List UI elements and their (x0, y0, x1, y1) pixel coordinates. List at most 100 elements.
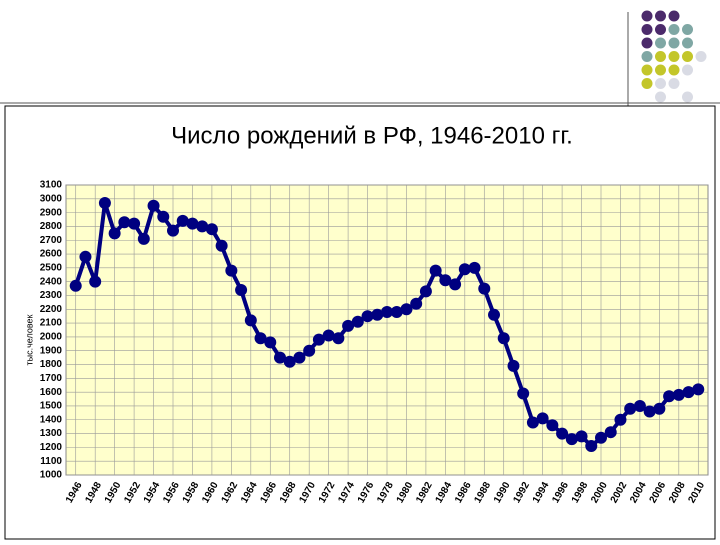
data-point (147, 199, 160, 212)
data-point (351, 315, 364, 328)
decor-dot (668, 10, 680, 22)
data-point (235, 283, 248, 296)
data-point (157, 210, 170, 223)
data-point (98, 196, 111, 209)
y-tick-label: 1800 (40, 359, 63, 370)
decoration (641, 10, 707, 103)
data-point (526, 416, 539, 429)
data-point (672, 388, 685, 401)
decor-dot (641, 78, 653, 89)
y-tick-label: 2100 (40, 318, 63, 329)
data-point (274, 351, 286, 364)
data-point (488, 308, 500, 321)
decor-dot (695, 51, 707, 62)
data-point (196, 220, 209, 233)
decor-dot (682, 51, 693, 62)
data-point (614, 413, 627, 426)
y-tick-label: 1500 (40, 401, 63, 412)
decor-dot (641, 24, 653, 35)
decor-dot (668, 24, 680, 35)
y-tick-label: 2300 (40, 290, 63, 301)
data-point (312, 333, 325, 346)
decor-dot (655, 37, 666, 49)
y-tick-label: 1700 (40, 373, 63, 384)
decor-dot (641, 37, 653, 49)
data-point (682, 386, 695, 399)
data-point (468, 261, 481, 274)
data-point (507, 359, 520, 372)
data-point (400, 303, 413, 316)
data-point (361, 310, 374, 323)
data-point (419, 285, 432, 298)
data-point (497, 332, 510, 345)
data-point (575, 430, 588, 443)
decor-dot (641, 51, 653, 62)
data-point (332, 332, 345, 345)
data-point (517, 387, 530, 400)
decor-dot (655, 64, 666, 76)
data-point (633, 399, 646, 412)
decor-dot (668, 78, 680, 89)
data-point (692, 383, 705, 396)
y-tick-label: 1400 (40, 414, 63, 425)
decor-dot (668, 51, 680, 62)
data-point (449, 278, 462, 291)
data-point (478, 282, 491, 295)
y-axis-label: тыс.человек (24, 314, 34, 365)
data-point (342, 319, 355, 332)
data-point (303, 344, 316, 357)
data-point (186, 217, 199, 230)
data-point (546, 419, 559, 432)
data-point (205, 223, 218, 236)
data-point (176, 214, 189, 227)
decor-dot (668, 64, 680, 76)
data-point (108, 227, 121, 240)
data-point (225, 264, 238, 277)
decor-dot (655, 10, 666, 22)
decor-dot (682, 91, 693, 103)
data-point (215, 239, 228, 252)
decor-dot (655, 24, 666, 35)
decor-dot (655, 51, 666, 62)
y-tick-label: 2700 (40, 235, 63, 246)
y-tick-label: 2000 (40, 332, 63, 343)
y-tick-label: 1100 (40, 456, 62, 467)
data-point (118, 216, 131, 229)
data-point (137, 232, 150, 245)
data-point (604, 426, 617, 439)
y-tick-label: 2600 (40, 249, 63, 260)
data-point (653, 402, 666, 415)
data-point (371, 308, 384, 321)
decor-dot (668, 37, 680, 49)
data-point (283, 355, 296, 368)
decor-dot (641, 64, 653, 76)
decor-dot (655, 91, 666, 103)
data-point (381, 306, 393, 319)
decor-dot (682, 24, 693, 35)
y-tick-label: 2400 (40, 276, 63, 287)
y-tick-label: 2200 (40, 304, 63, 315)
data-point (624, 402, 637, 415)
y-tick-label: 1300 (40, 428, 63, 439)
chart-title: Число рождений в РФ, 1946-2010 гг. (171, 122, 573, 149)
decor-dot (655, 78, 666, 89)
data-point (89, 275, 102, 288)
data-point (595, 431, 607, 444)
data-point (254, 332, 267, 345)
data-point (439, 274, 452, 287)
y-tick-label: 1000 (40, 470, 63, 481)
data-point (429, 264, 442, 277)
y-tick-label: 2500 (40, 262, 63, 273)
data-point (264, 336, 277, 349)
data-point (293, 351, 306, 364)
data-point (643, 405, 656, 418)
data-point (663, 390, 676, 403)
y-tick-label: 2900 (40, 207, 63, 218)
data-point (390, 306, 403, 319)
decor-dot (682, 37, 693, 49)
y-tick-label: 1200 (40, 442, 63, 453)
decor-dot (682, 64, 693, 76)
data-point (128, 217, 141, 230)
